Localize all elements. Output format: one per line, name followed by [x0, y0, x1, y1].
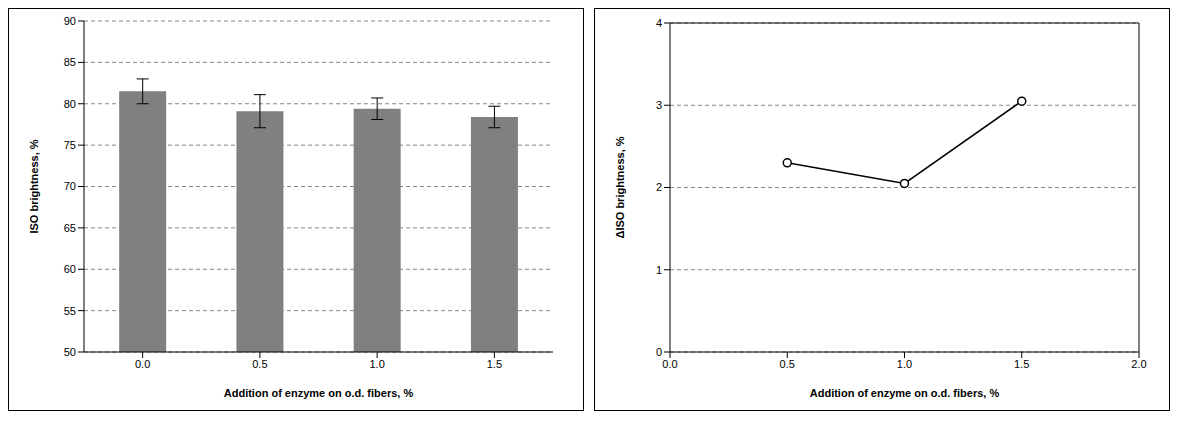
- svg-text:60: 60: [64, 263, 76, 275]
- svg-text:4: 4: [656, 17, 662, 29]
- svg-text:2.0: 2.0: [1131, 358, 1146, 370]
- svg-text:ISO brightness, %: ISO brightness, %: [28, 139, 40, 233]
- svg-text:0.5: 0.5: [252, 358, 267, 370]
- svg-text:55: 55: [64, 305, 76, 317]
- svg-text:2: 2: [656, 181, 662, 193]
- svg-text:1.5: 1.5: [1014, 358, 1029, 370]
- svg-text:3: 3: [656, 99, 662, 111]
- svg-text:Addition of enzyme on o.d. fib: Addition of enzyme on o.d. fibers, %: [224, 387, 414, 399]
- svg-text:0: 0: [656, 346, 662, 358]
- svg-text:85: 85: [64, 56, 76, 68]
- svg-text:0.0: 0.0: [662, 358, 677, 370]
- svg-text:90: 90: [64, 15, 76, 27]
- svg-text:70: 70: [64, 180, 76, 192]
- svg-text:80: 80: [64, 98, 76, 110]
- svg-text:1.0: 1.0: [897, 358, 912, 370]
- svg-text:65: 65: [64, 222, 76, 234]
- svg-text:1: 1: [656, 264, 662, 276]
- svg-text:75: 75: [64, 139, 76, 151]
- svg-text:1.5: 1.5: [487, 358, 502, 370]
- svg-text:50: 50: [64, 346, 76, 358]
- svg-text:ΔISO brightness, %: ΔISO brightness, %: [614, 136, 626, 238]
- svg-text:0.5: 0.5: [780, 358, 795, 370]
- svg-text:0.0: 0.0: [135, 358, 150, 370]
- svg-text:1.0: 1.0: [369, 358, 384, 370]
- svg-text:Addition of enzyme on o.d. fib: Addition of enzyme on o.d. fibers, %: [810, 387, 1000, 399]
